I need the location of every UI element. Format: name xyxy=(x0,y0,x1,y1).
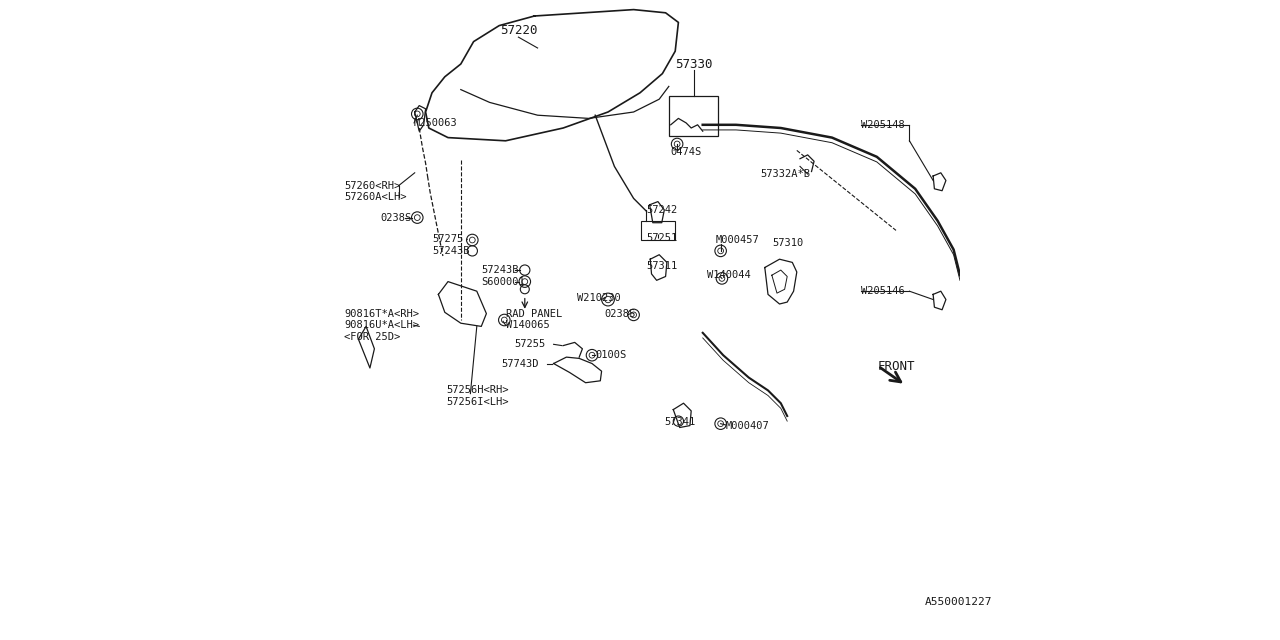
Text: 57256H<RH>: 57256H<RH> xyxy=(447,385,508,396)
Text: 0238S: 0238S xyxy=(381,212,412,223)
Text: 57311: 57311 xyxy=(646,260,677,271)
Text: <FOR 25D>: <FOR 25D> xyxy=(344,332,401,342)
Text: M250063: M250063 xyxy=(415,118,458,128)
Text: A550001227: A550001227 xyxy=(924,596,992,607)
Text: W140044: W140044 xyxy=(708,270,751,280)
Text: FRONT: FRONT xyxy=(878,360,915,372)
Text: W210230: W210230 xyxy=(577,292,621,303)
Text: 57260A<LH>: 57260A<LH> xyxy=(344,192,407,202)
Text: 57330: 57330 xyxy=(675,58,713,70)
Text: 57310: 57310 xyxy=(772,238,803,248)
Text: W140065: W140065 xyxy=(506,320,549,330)
Bar xyxy=(641,221,675,240)
Text: W205146: W205146 xyxy=(861,286,905,296)
Text: 90816U*A<LH>: 90816U*A<LH> xyxy=(344,320,420,330)
Text: 57242: 57242 xyxy=(646,205,677,215)
Text: 57743D: 57743D xyxy=(502,358,539,369)
Text: 57341: 57341 xyxy=(664,417,695,428)
Text: 57332A*B: 57332A*B xyxy=(760,169,810,179)
Bar xyxy=(669,96,718,136)
Text: S600001: S600001 xyxy=(481,276,525,287)
Text: 57243B: 57243B xyxy=(433,246,470,256)
Text: 57256I<LH>: 57256I<LH> xyxy=(447,397,508,407)
Text: 57220: 57220 xyxy=(499,24,538,37)
Text: 90816T*A<RH>: 90816T*A<RH> xyxy=(344,308,420,319)
Text: 57243B: 57243B xyxy=(481,265,518,275)
Text: M000457: M000457 xyxy=(716,235,759,245)
Text: M000407: M000407 xyxy=(726,421,769,431)
Text: W205148: W205148 xyxy=(861,120,905,130)
Text: 57255: 57255 xyxy=(513,339,545,349)
Text: 0238S: 0238S xyxy=(604,308,636,319)
Text: 0474S: 0474S xyxy=(671,147,701,157)
Text: RAD PANEL: RAD PANEL xyxy=(506,308,562,319)
Text: 57275: 57275 xyxy=(433,234,463,244)
Text: 0100S: 0100S xyxy=(595,350,626,360)
Text: 57251: 57251 xyxy=(646,233,677,243)
Text: 57260<RH>: 57260<RH> xyxy=(344,180,401,191)
